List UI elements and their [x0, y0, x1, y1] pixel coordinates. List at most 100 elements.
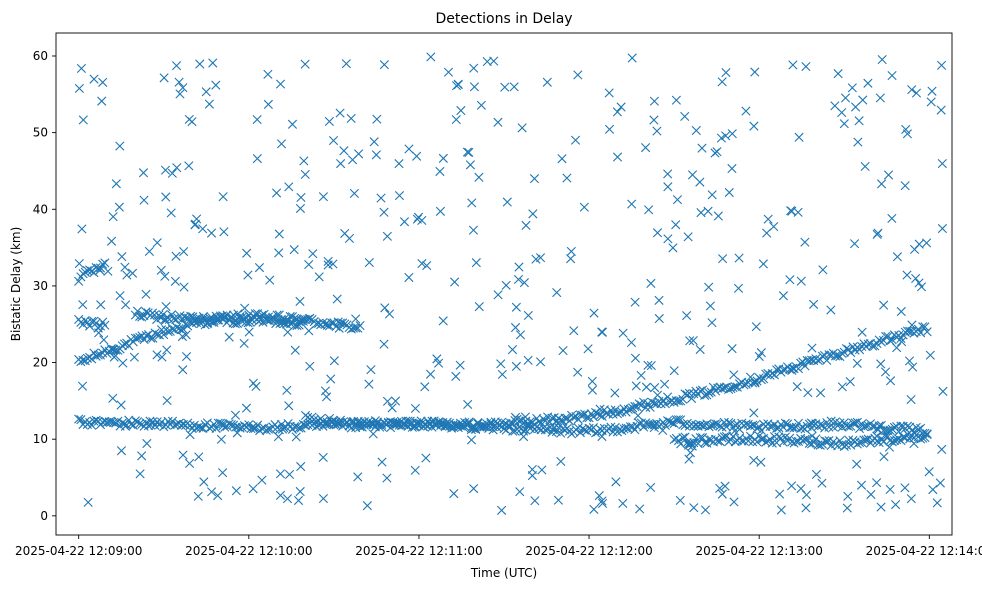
detection-marker: [380, 303, 390, 313]
detection-marker: [775, 489, 785, 499]
detection-marker: [179, 246, 189, 257]
detection-marker: [749, 455, 759, 465]
detection-marker: [421, 453, 431, 463]
detection-marker: [606, 422, 616, 432]
detection-marker: [497, 369, 507, 380]
detection-marker: [384, 309, 395, 319]
detection-marker: [749, 121, 759, 131]
detection-marker: [108, 212, 118, 222]
detection-marker: [748, 420, 758, 430]
detection-marker: [872, 229, 882, 240]
detection-marker: [347, 155, 358, 165]
detection-marker: [847, 83, 857, 93]
detection-marker: [328, 259, 338, 269]
detection-marker: [194, 452, 204, 462]
detection-marker: [489, 56, 499, 66]
detection-marker: [296, 316, 306, 326]
detection-marker: [854, 438, 865, 448]
detection-marker: [89, 74, 99, 84]
detection-marker: [170, 276, 180, 286]
detection-marker: [635, 504, 645, 514]
detection-marker: [875, 93, 885, 103]
detection-marker: [612, 152, 623, 162]
detection-marker: [329, 356, 339, 366]
detection-marker: [920, 322, 930, 332]
detection-marker: [597, 498, 608, 509]
detection-marker: [663, 234, 673, 244]
detection-marker: [705, 301, 715, 311]
detection-marker: [321, 392, 332, 402]
detection-marker: [815, 420, 825, 430]
detection-marker: [455, 360, 465, 370]
detection-marker: [474, 302, 484, 312]
detection-marker: [120, 421, 130, 431]
detection-marker: [284, 182, 294, 192]
detection-marker: [493, 117, 503, 127]
detection-marker: [720, 481, 730, 491]
detection-marker: [710, 419, 721, 429]
detection-marker: [904, 356, 915, 366]
detection-marker: [110, 351, 121, 361]
detection-marker: [627, 53, 637, 63]
detection-marker: [756, 457, 766, 467]
detection-marker: [178, 365, 188, 375]
detection-marker: [618, 328, 628, 338]
detection-marker: [294, 320, 304, 330]
detection-marker: [631, 381, 641, 391]
detection-marker: [853, 137, 863, 147]
detection-marker: [876, 502, 886, 512]
detection-marker: [762, 228, 772, 238]
detection-marker: [883, 170, 894, 180]
detection-marker: [290, 313, 300, 323]
detection-marker: [676, 415, 686, 425]
detection-marker: [335, 108, 345, 118]
detection-marker: [619, 424, 629, 434]
detection-marker: [456, 105, 466, 116]
detection-marker: [97, 96, 107, 106]
detection-marker: [800, 237, 810, 247]
detection-marker: [608, 427, 618, 437]
detection-marker: [652, 228, 663, 238]
detection-marker: [548, 425, 558, 435]
detection-marker: [712, 147, 722, 157]
detection-marker: [824, 422, 834, 432]
detection-marker: [716, 133, 727, 143]
detection-marker: [126, 419, 136, 429]
detection-marker: [935, 478, 945, 488]
detection-marker: [707, 190, 717, 200]
detection-marker: [786, 481, 797, 491]
detection-marker: [511, 302, 521, 312]
detection-marker: [906, 394, 916, 405]
detection-marker: [652, 390, 663, 400]
detection-marker: [174, 77, 184, 87]
detection-marker: [412, 151, 422, 161]
detection-marker: [412, 214, 422, 224]
detection-marker: [523, 355, 533, 365]
detection-marker: [324, 116, 334, 127]
detection-marker: [750, 378, 760, 388]
detection-marker: [273, 432, 284, 442]
detection-marker: [145, 416, 155, 426]
y-axis-title: Bistatic Delay (km): [9, 227, 23, 342]
detection-marker: [803, 388, 813, 398]
detection-marker: [911, 273, 921, 284]
detection-marker: [91, 262, 101, 273]
detection-marker: [860, 161, 870, 172]
detection-marker: [833, 351, 843, 361]
detection-marker: [685, 448, 695, 458]
detection-marker: [351, 314, 361, 324]
detection-marker: [717, 489, 727, 499]
detection-marker: [909, 438, 919, 449]
detection-marker: [364, 419, 374, 430]
detection-marker: [842, 503, 852, 513]
detection-marker: [684, 454, 694, 464]
detection-marker: [885, 376, 896, 386]
detection-marker: [471, 424, 481, 435]
detection-marker: [295, 296, 305, 306]
detection-marker: [715, 483, 725, 493]
detection-marker: [863, 78, 873, 88]
detection-marker: [597, 431, 607, 442]
detection-marker: [700, 390, 710, 400]
detection-marker: [314, 272, 324, 282]
